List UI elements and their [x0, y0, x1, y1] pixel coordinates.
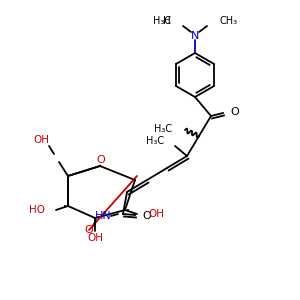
- Text: OH: OH: [87, 233, 103, 243]
- Text: O: O: [230, 107, 239, 117]
- Text: •: •: [126, 208, 130, 214]
- Text: O: O: [85, 225, 93, 235]
- Text: OH: OH: [33, 135, 49, 145]
- Text: HO: HO: [29, 205, 45, 215]
- Text: OH: OH: [148, 209, 164, 219]
- Text: O: O: [97, 155, 105, 165]
- Text: H: H: [163, 16, 171, 26]
- Text: H₃C: H₃C: [153, 16, 171, 26]
- Text: HN: HN: [94, 211, 111, 221]
- Text: N: N: [191, 31, 199, 41]
- Text: O: O: [142, 211, 151, 221]
- Text: H₃C: H₃C: [154, 124, 172, 134]
- Text: CH₃: CH₃: [219, 16, 237, 26]
- Text: H₃C: H₃C: [146, 136, 164, 146]
- Text: •: •: [63, 204, 67, 210]
